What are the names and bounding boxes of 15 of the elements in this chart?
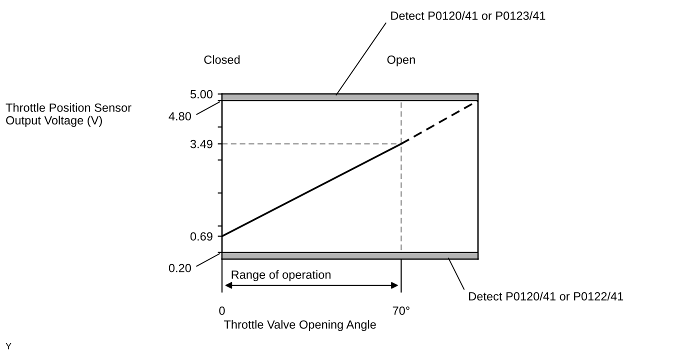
annotation: 4.80	[168, 112, 191, 120]
y-tick-label: 5.00	[190, 90, 213, 98]
text: Y	[6, 343, 12, 350]
annotation: Range of operation	[232, 270, 330, 282]
x-tick-label: 0	[219, 306, 225, 315]
y-tick-label: 3.49	[190, 140, 212, 148]
annotation: 0.20	[168, 264, 191, 272]
y-tick-label: 0.69	[190, 232, 212, 241]
text: Throttle Position Sensor Output Voltage (V)	[6, 103, 132, 127]
annotation: Closed	[204, 55, 240, 64]
x-axis-title: Throttle Valve Opening Angle	[224, 320, 376, 332]
annotation: Open	[387, 56, 415, 66]
band-label: Detect P0120/41 or P0123/41	[391, 11, 546, 20]
band-label: Detect P0120/41 or P0122/41	[469, 292, 624, 301]
x-tick-label: 70°	[392, 306, 410, 315]
